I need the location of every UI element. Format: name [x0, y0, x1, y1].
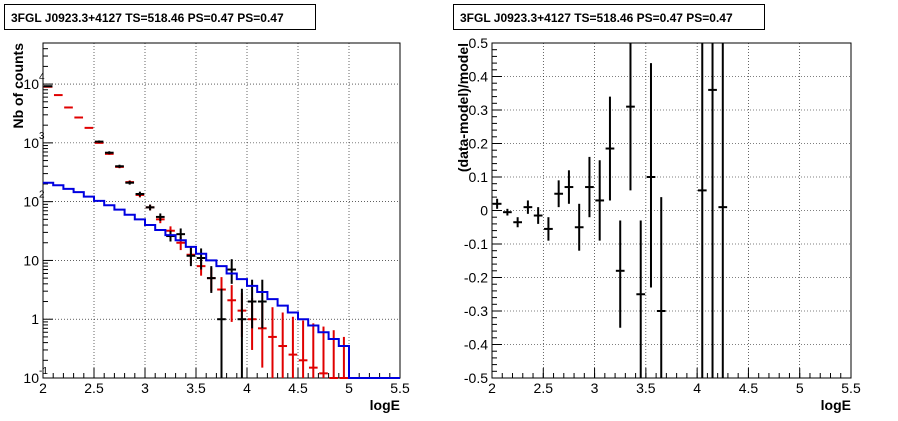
p2-data-point [574, 203, 584, 251]
p1-data-point [298, 320, 308, 378]
p1-x-tick-label: 5 [345, 380, 353, 396]
p1-data-point [227, 259, 237, 284]
p1-data-point [155, 213, 165, 221]
p2-data-point [503, 208, 512, 216]
p2-x-tick-label: 4.5 [739, 380, 759, 396]
p1-data-point [227, 285, 237, 322]
p1-data-point [196, 248, 206, 270]
p1-data-point [94, 140, 104, 143]
p2-y-tick-label: 0.3 [469, 102, 489, 118]
p2-data-point [595, 160, 605, 241]
p1-data-point [206, 266, 216, 293]
p2-x-tick-label: 4 [693, 380, 701, 396]
p1-data-point [288, 316, 298, 378]
p1-data-point [217, 288, 226, 378]
p2-data-point [585, 156, 594, 218]
p2-y-tick-label: 0.1 [469, 169, 489, 185]
p1-data-point [104, 151, 114, 155]
p1-data-point [319, 326, 328, 378]
p1-y-tick-label: 10 [23, 76, 39, 92]
p2-data-point [718, 43, 728, 378]
p2-data-point [564, 170, 574, 204]
p2-y-tick-label: 0 [480, 203, 488, 219]
p1-x-tick-label: 4.5 [288, 380, 308, 396]
p2-y-tick-label: -0.5 [464, 370, 488, 386]
p1-x-tick-label: 3 [141, 380, 149, 396]
p2-data-point [626, 43, 635, 191]
p2-data-point [605, 96, 615, 201]
p1-data-point [268, 307, 277, 378]
p1-data-point [135, 191, 145, 197]
p1-x-axis-title: logE [370, 397, 400, 413]
p2-data-point [656, 197, 666, 378]
p1-x-tick-label: 3.5 [186, 380, 206, 396]
p1-y-tick-exponent: 2 [39, 190, 45, 201]
p1-data-point [257, 279, 267, 329]
p2-y-axis-title: (data-model)/model [455, 43, 471, 172]
p1-data-point [237, 288, 247, 378]
p1-y-tick-exponent: -1 [39, 366, 48, 377]
p1-y-axis-title: Nb of counts [10, 43, 26, 129]
p2-y-tick-label: 0.4 [469, 69, 489, 85]
p1-y-tick-label: 10 [23, 194, 39, 210]
p2-data-point [554, 180, 564, 208]
p2-data-point [615, 220, 625, 328]
p1-data-point [125, 180, 135, 185]
plot-title-counts: 3FGL J0923.3+4127 TS=518.46 PS=0.47 PS=0… [4, 4, 316, 30]
p1-data-point [145, 204, 155, 211]
p1-x-tick-label: 2.5 [84, 380, 104, 396]
p2-data-point [708, 43, 717, 378]
p2-y-tick-label: -0.1 [464, 236, 488, 252]
p2-data-point [523, 200, 533, 214]
p1-y-tick-label: 10 [23, 370, 39, 386]
p2-x-tick-label: 3 [591, 380, 599, 396]
p2-y-tick-label: -0.3 [464, 303, 488, 319]
p2-data-point [697, 43, 707, 378]
p1-y-tick-exponent: 4 [39, 72, 45, 83]
p2-x-tick-label: 5.5 [841, 380, 861, 396]
p1-x-tick-label: 5.5 [390, 380, 410, 396]
p1-x-tick-label: 4 [243, 380, 251, 396]
p1-data-point [186, 246, 196, 267]
p2-plot-frame [491, 42, 852, 379]
p2-x-tick-label: 3.5 [636, 380, 656, 396]
p1-x-tick-label: 2 [39, 380, 47, 396]
p2-x-tick-label: 2 [488, 380, 496, 396]
p1-y-tick-label: 10 [23, 252, 39, 268]
p1-data-point [339, 336, 349, 379]
p2-x-tick-label: 5 [796, 380, 804, 396]
plot-title-residuals: 3FGL J0923.3+4127 TS=518.46 PS=0.47 PS=0… [453, 4, 765, 30]
p1-data-point [308, 323, 318, 378]
p1-data-point [278, 312, 288, 378]
p1-data-point [176, 228, 186, 241]
p1-y-tick-label: 10 [23, 135, 39, 151]
p2-data-point [544, 217, 553, 241]
p2-x-tick-label: 2.5 [534, 380, 554, 396]
p1-data-point [115, 164, 124, 168]
p2-data-point [492, 198, 502, 209]
p1-model-step-line [43, 181, 400, 379]
p2-data-point [636, 220, 646, 378]
p2-y-tick-label: -0.2 [464, 270, 488, 286]
p2-x-axis-title: logE [821, 397, 851, 413]
p2-data-point [513, 217, 523, 228]
p1-y-tick-label: 1 [31, 311, 39, 327]
p2-y-tick-label: -0.4 [464, 337, 488, 353]
p1-data-point [43, 85, 53, 88]
p2-y-tick-label: 0.5 [469, 35, 489, 51]
p2-data-point [533, 207, 543, 224]
p1-data-point [247, 279, 257, 329]
p1-y-tick-exponent: 3 [39, 131, 45, 142]
p2-y-tick-label: 0.2 [469, 136, 489, 152]
p2-data-point [646, 63, 656, 288]
